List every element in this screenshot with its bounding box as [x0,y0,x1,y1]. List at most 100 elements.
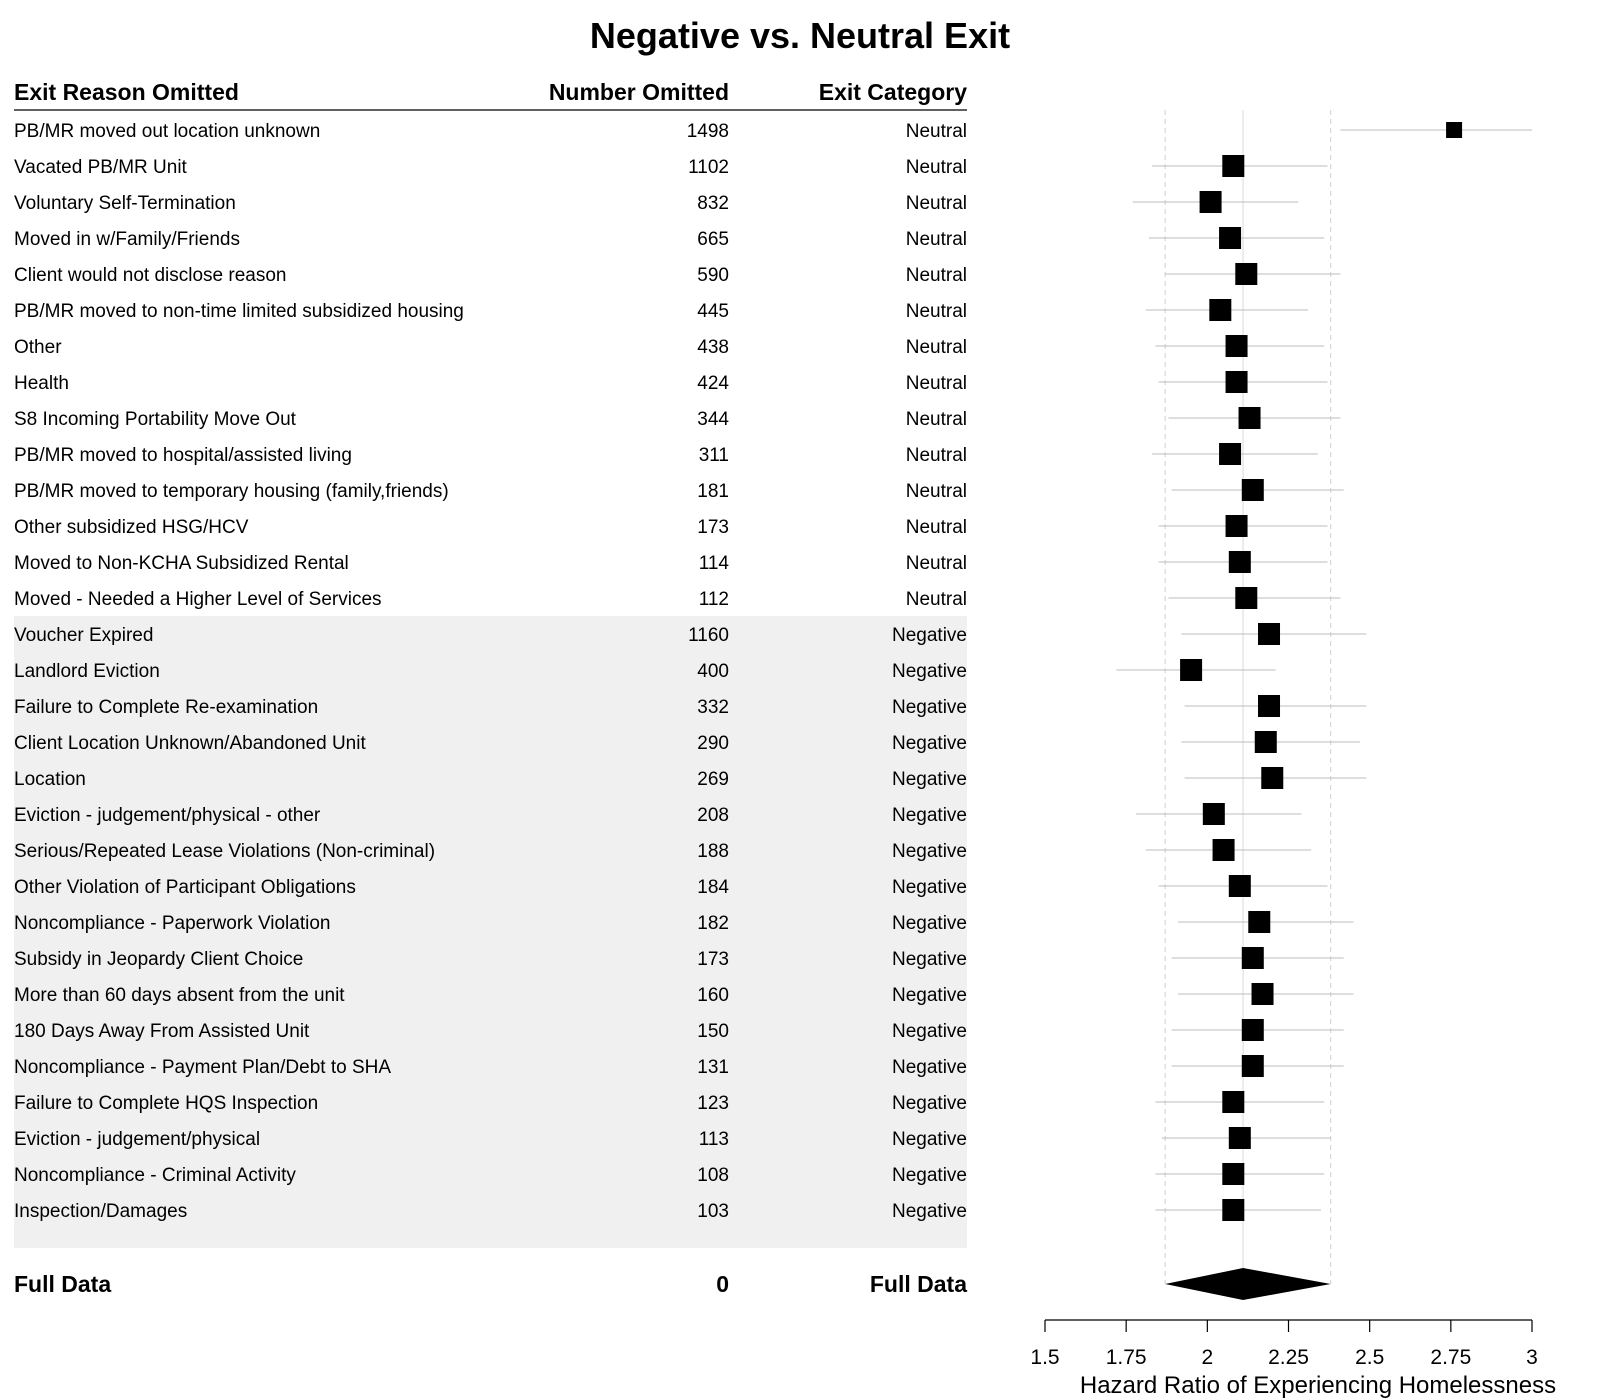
row-number: 590 [697,265,729,286]
row-reason: Failure to Complete Re-examination [14,697,318,718]
row-reason: PB/MR moved to hospital/assisted living [14,445,352,466]
row-number: 150 [697,1021,729,1042]
x-axis: 1.5 1.75 2 2.25 2.5 2.75 3 [1030,1319,1538,1369]
row-number: 182 [697,913,729,934]
table-rows: PB/MR moved out location unknown 1498 Neut… [14,121,967,1222]
row-number: 332 [697,697,729,718]
estimate-square [1238,407,1261,429]
row-reason: Noncompliance - Payment Plan/Debt to SHA [14,1057,391,1078]
x-tick-label: 2 [1201,1346,1213,1369]
row-number: 108 [697,1165,729,1186]
estimate-square [1241,947,1264,969]
row-reason: Inspection/Damages [14,1201,187,1222]
row-number: 131 [697,1057,729,1078]
row-category: Negative [892,1165,967,1186]
row-reason: Eviction - judgement/physical [14,1129,260,1150]
row-reason: S8 Incoming Portability Move Out [14,409,297,430]
row-category: Negative [892,985,967,1006]
row-number: 173 [697,949,729,970]
column-header-category: Exit Category [819,79,967,105]
row-reason: Other [14,337,62,358]
estimate-square [1241,1055,1264,1077]
row-category: Negative [892,1093,967,1114]
row-reason: PB/MR moved to non-time limited subsidiz… [14,301,464,322]
row-reason: PB/MR moved out location unknown [14,121,320,142]
estimate-square [1225,335,1248,357]
row-number: 208 [697,805,729,826]
row-number: 311 [699,445,729,466]
summary-number: 0 [716,1271,729,1297]
row-reason: Failure to Complete HQS Inspection [14,1093,318,1114]
row-reason: Voucher Expired [14,625,153,646]
row-reason: Health [14,373,69,394]
row-number: 344 [697,409,729,430]
estimate-square [1228,875,1251,897]
estimate-square [1261,767,1284,789]
row-number: 1160 [688,625,729,646]
row-reason: Other subsidized HSG/HCV [14,517,249,538]
row-reason: Noncompliance - Criminal Activity [14,1165,296,1186]
row-number: 832 [697,193,729,214]
row-number: 290 [697,733,729,754]
row-category: Neutral [906,157,967,178]
row-number: 665 [697,229,729,250]
row-category: Negative [892,1129,967,1150]
estimate-marks [1116,122,1532,1221]
negative-rows-shading [14,616,967,1248]
summary-diamond [1165,1268,1331,1300]
row-number: 188 [697,841,729,862]
row-category: Negative [892,841,967,862]
estimate-square [1254,731,1277,753]
row-reason: Voluntary Self-Termination [14,193,236,214]
row-category: Neutral [906,265,967,286]
estimate-square [1228,1127,1251,1149]
estimate-square [1241,1019,1264,1041]
estimate-square [1222,1199,1245,1221]
row-reason: Moved in w/Family/Friends [14,229,240,250]
estimate-square [1258,695,1281,717]
row-reason: Moved to Non-KCHA Subsidized Rental [14,553,349,574]
row-number: 1498 [687,121,729,142]
row-category: Neutral [906,373,967,394]
row-reason: Vacated PB/MR Unit [14,157,188,178]
row-number: 424 [697,373,729,394]
row-category: Negative [892,1201,967,1222]
row-category: Neutral [906,121,967,142]
estimate-square [1251,983,1274,1005]
estimate-square [1219,227,1242,249]
x-axis-label: Hazard Ratio of Experiencing Homelessnes… [1080,1372,1556,1399]
estimate-square [1209,299,1232,321]
estimate-square [1248,911,1271,933]
row-category: Negative [892,805,967,826]
summary-category: Full Data [870,1271,967,1297]
row-category: Negative [892,1057,967,1078]
estimate-square [1225,371,1248,393]
row-category: Neutral [906,301,967,322]
row-number: 438 [697,337,729,358]
row-reason: Noncompliance - Paperwork Violation [14,913,330,934]
row-category: Negative [892,733,967,754]
chart-title: Negative vs. Neutral Exit [590,15,1010,56]
row-reason: Client Location Unknown/Abandoned Unit [14,733,366,754]
row-reason: Subsidy in Jeopardy Client Choice [14,949,303,970]
row-reason: PB/MR moved to temporary housing (family… [14,481,449,502]
row-reason: Eviction - judgement/physical - other [14,805,321,826]
row-category: Negative [892,1021,967,1042]
row-category: Negative [892,949,967,970]
row-category: Neutral [906,517,967,538]
row-number: 445 [697,301,729,322]
row-category: Negative [892,769,967,790]
estimate-square [1228,551,1251,573]
row-category: Neutral [906,553,967,574]
column-header-reason: Exit Reason Omitted [14,79,239,105]
row-number: 1102 [688,157,729,178]
row-category: Neutral [906,445,967,466]
estimate-square [1222,1091,1245,1113]
summary-row: Full Data 0 Full Data [14,1268,1331,1300]
row-reason: 180 Days Away From Assisted Unit [14,1021,310,1042]
row-number: 123 [697,1093,729,1114]
row-reason: Client would not disclose reason [14,265,287,286]
x-tick-label: 2.75 [1430,1346,1471,1369]
row-category: Neutral [906,481,967,502]
estimate-square [1180,659,1203,681]
